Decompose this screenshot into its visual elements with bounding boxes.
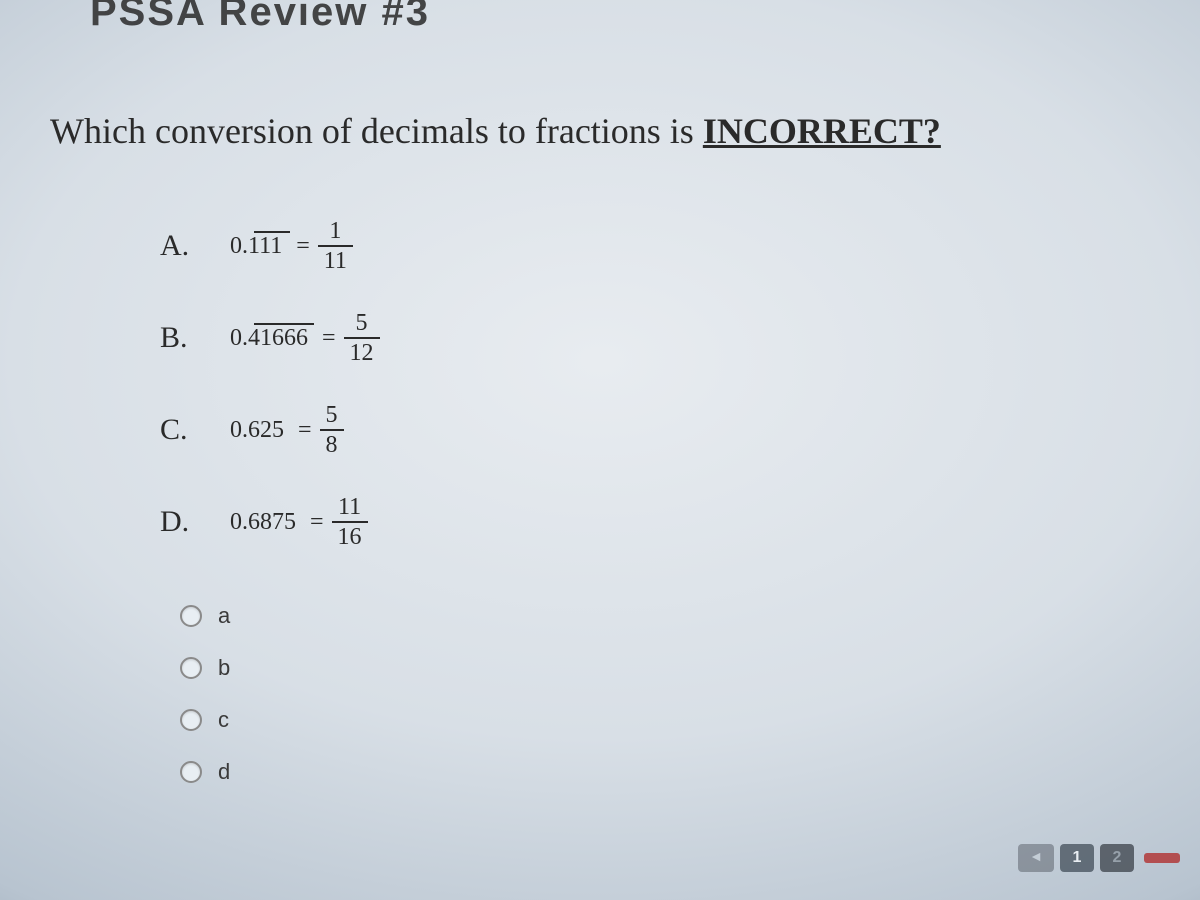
equals-sign: = — [296, 233, 310, 260]
denominator: 12 — [344, 339, 380, 365]
numerator: 5 — [320, 403, 344, 429]
denominator: 11 — [318, 247, 353, 273]
decimal-value: 0.41666 — [230, 325, 308, 352]
fraction: 5 8 — [320, 403, 344, 457]
fraction: 11 16 — [332, 495, 368, 549]
radio-circle-icon — [180, 709, 202, 731]
choice-letter: B. — [160, 321, 230, 355]
choice-equation: 0.41666 = 5 12 — [230, 311, 380, 365]
answer-radios: a b c d — [180, 590, 230, 798]
radio-option-a[interactable]: a — [180, 590, 230, 642]
choice-letter: A. — [160, 229, 230, 263]
equals-sign: = — [298, 417, 312, 444]
fraction: 5 12 — [344, 311, 380, 365]
numerator: 5 — [350, 311, 374, 337]
radio-label: d — [218, 759, 230, 785]
radio-option-d[interactable]: d — [180, 746, 230, 798]
decimal-value: 0.111 — [230, 233, 282, 260]
radio-label: b — [218, 655, 230, 681]
pager-page-2[interactable]: 2 — [1100, 844, 1134, 872]
radio-circle-icon — [180, 761, 202, 783]
radio-label: c — [218, 707, 229, 733]
radio-circle-icon — [180, 657, 202, 679]
pager-indicator — [1144, 853, 1180, 863]
radio-circle-icon — [180, 605, 202, 627]
question-text: Which conversion of decimals to fraction… — [50, 110, 1160, 152]
pagination: ◄ 1 2 — [1018, 844, 1180, 872]
pager-page-1[interactable]: 1 — [1060, 844, 1094, 872]
radio-option-c[interactable]: c — [180, 694, 230, 746]
choice-b: B. 0.41666 = 5 12 — [160, 292, 380, 384]
answer-choices: A. 0.111 = 1 11 B. 0.41666 = 5 — [160, 200, 380, 568]
equals-sign: = — [322, 325, 336, 352]
choice-c: C. 0.625 = 5 8 — [160, 384, 380, 476]
radio-option-b[interactable]: b — [180, 642, 230, 694]
question-emphasis: INCORRECT? — [703, 111, 941, 151]
choice-letter: C. — [160, 413, 230, 447]
choice-d: D. 0.6875 = 11 16 — [160, 476, 380, 568]
numerator: 11 — [332, 495, 367, 521]
repeating-bar — [254, 231, 290, 233]
choice-equation: 0.111 = 1 11 — [230, 219, 353, 273]
choice-equation: 0.6875 = 11 16 — [230, 495, 368, 549]
radio-label: a — [218, 603, 230, 629]
page-header-fragment: PSSA Review #3 — [90, 0, 430, 35]
choice-equation: 0.625 = 5 8 — [230, 403, 344, 457]
equals-sign: = — [310, 509, 324, 536]
question-prefix: Which conversion of decimals to fraction… — [50, 111, 703, 151]
choice-a: A. 0.111 = 1 11 — [160, 200, 380, 292]
decimal-value: 0.625 — [230, 417, 284, 444]
numerator: 1 — [323, 219, 347, 245]
choice-letter: D. — [160, 505, 230, 539]
repeating-bar — [254, 323, 314, 325]
chevron-left-icon: ◄ — [1029, 850, 1043, 866]
denominator: 16 — [332, 523, 368, 549]
fraction: 1 11 — [318, 219, 353, 273]
denominator: 8 — [320, 431, 344, 457]
decimal-value: 0.6875 — [230, 509, 296, 536]
pager-prev-button[interactable]: ◄ — [1018, 844, 1054, 872]
